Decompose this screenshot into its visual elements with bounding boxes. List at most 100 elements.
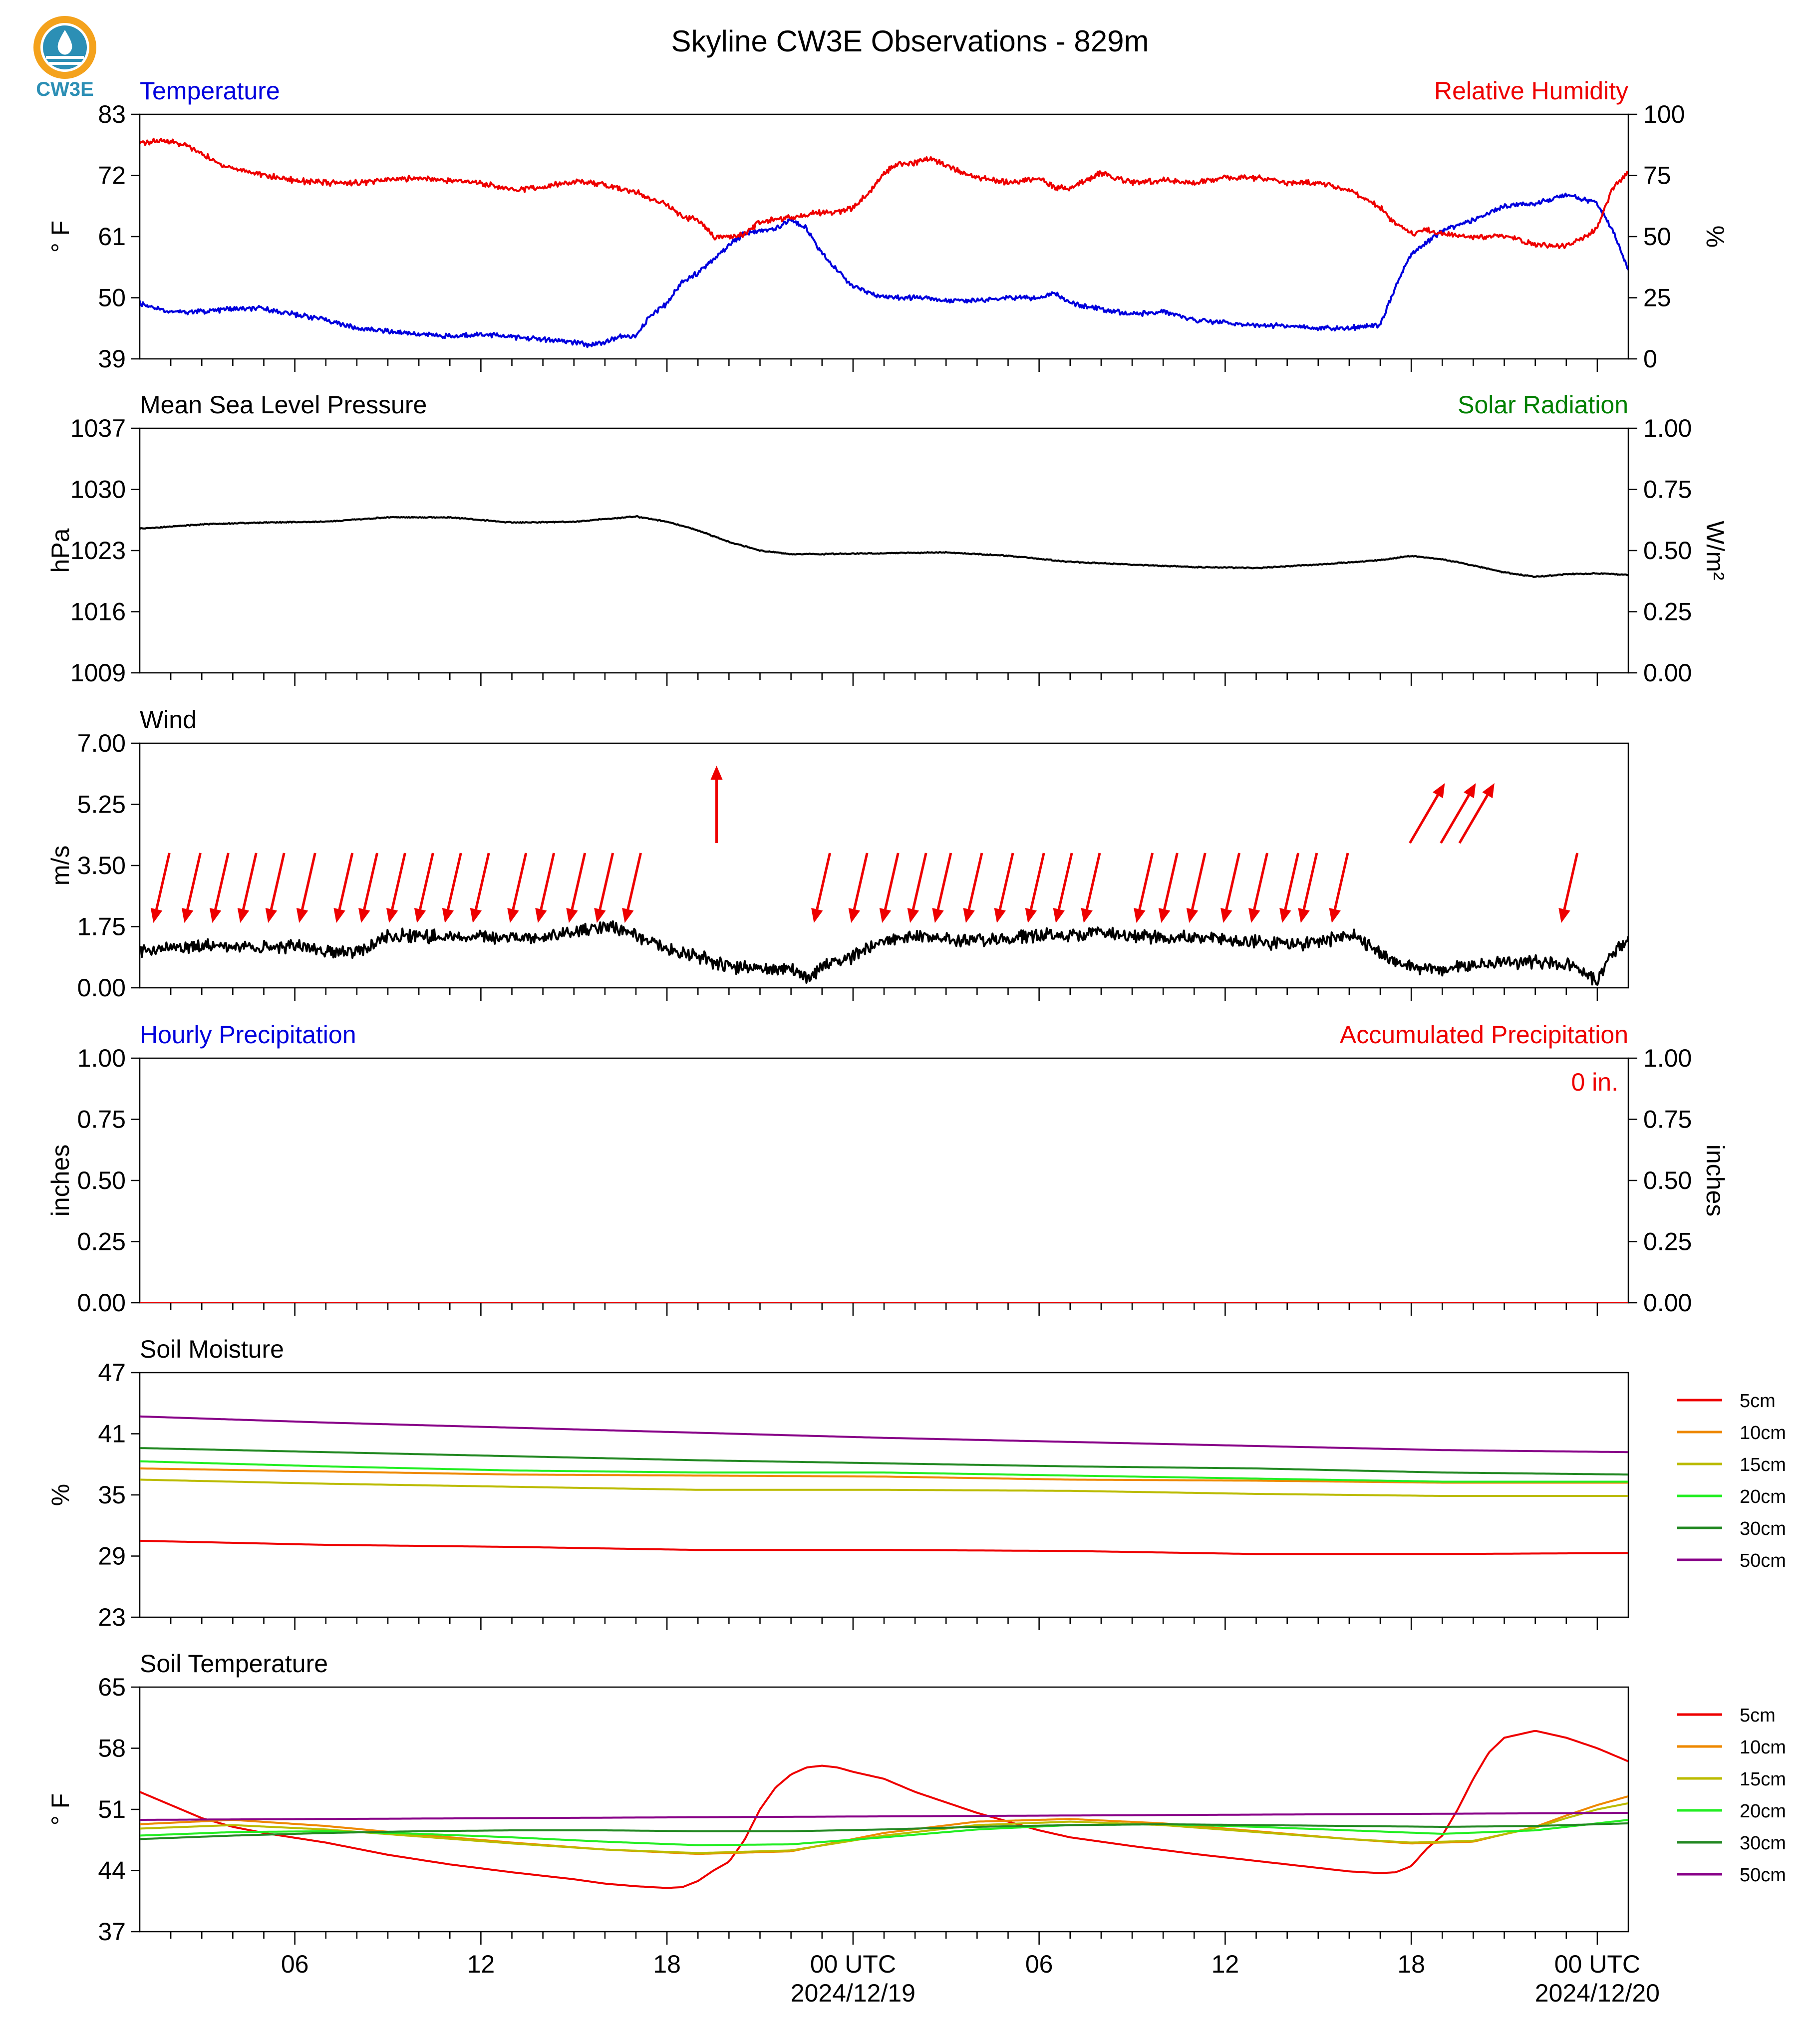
- wind-arrow-head: [1134, 908, 1146, 923]
- panel-title-left: Temperature: [140, 77, 280, 105]
- y-axis-label-left: hPa: [46, 528, 74, 573]
- panel-title-left: Mean Sea Level Pressure: [140, 391, 427, 419]
- wind-arrow-head: [1482, 783, 1495, 799]
- panel-title-right: Relative Humidity: [1434, 77, 1628, 105]
- wind-arrow-shaft: [1440, 794, 1470, 844]
- wind-arrow-shaft: [936, 853, 952, 910]
- y-tick-label-left: 1023: [70, 537, 126, 565]
- wind-arrow-shaft: [363, 853, 378, 910]
- wind-arrow-head: [1464, 783, 1476, 799]
- wind-arrow-shaft: [419, 853, 434, 910]
- wind-arrow-head: [932, 908, 944, 923]
- series-group: [140, 1415, 1628, 1555]
- y-axis-label-left: inches: [46, 1145, 74, 1217]
- panel-precip: Hourly Precipitation Accumulated Precipit…: [46, 1021, 1729, 1317]
- y-axis-label-right: W/m²: [1701, 521, 1729, 580]
- y-tick-label-left: 39: [98, 345, 126, 373]
- wind-arrow-shaft: [1191, 853, 1207, 910]
- wind-arrow-head: [594, 908, 606, 923]
- y-tick-label-left: 0.50: [77, 1166, 126, 1194]
- y-tick-label-left: 1016: [70, 598, 126, 626]
- x-date-label: 2024/12/19: [791, 1979, 915, 2007]
- wind-arrow-head: [1298, 908, 1310, 923]
- series-line-30cm: [140, 1447, 1628, 1476]
- y-tick-label-right: 1.00: [1643, 414, 1692, 442]
- y-tick-label-left: 0.25: [77, 1228, 126, 1256]
- series-group: [140, 920, 1628, 986]
- wind-arrow-shaft: [1163, 853, 1179, 910]
- y-tick-label-left: 1037: [70, 414, 126, 442]
- wind-arrow-shaft: [998, 853, 1014, 910]
- y-tick-label-right: 0.25: [1643, 1228, 1692, 1256]
- wind-arrow-shaft: [853, 853, 869, 910]
- wind-arrow-shaft: [599, 853, 614, 910]
- panel-wind: Wind 0.00 1.75 3.50 5.25 7.00 m/s: [46, 706, 1629, 1002]
- wind-arrow-shaft: [155, 853, 171, 910]
- y-tick-label-left: 51: [98, 1795, 126, 1823]
- wind-arrow-shaft: [512, 853, 528, 910]
- panel-title-left: Soil Moisture: [140, 1335, 284, 1363]
- wind-arrow-head: [1329, 908, 1341, 923]
- wind-arrow-shaft: [1284, 853, 1300, 910]
- wind-arrow-head: [1279, 908, 1291, 923]
- wind-arrow-head: [1432, 783, 1445, 799]
- y-tick-label-left: 1030: [70, 476, 126, 504]
- y-tick-label-left: 65: [98, 1673, 126, 1701]
- series-line-10cm: [140, 1467, 1628, 1484]
- panel-temp_rh: Temperature Relative Humidity 39 50 61 72 83 ° …: [46, 77, 1729, 373]
- y-tick-label-right: 0.50: [1643, 537, 1692, 565]
- wind-arrow-head: [265, 908, 278, 923]
- figure-title: Skyline CW3E Observations - 829m: [671, 24, 1149, 58]
- y-tick-label-right: 0.75: [1643, 1106, 1692, 1134]
- legend-label: 10cm: [1740, 1737, 1786, 1758]
- series-line-20cm: [140, 1819, 1628, 1846]
- wind-arrow-head: [507, 908, 519, 923]
- series-line-30cm: [140, 1822, 1628, 1840]
- wind-arrow-head: [209, 908, 222, 923]
- cw3e-logo: CW3E: [33, 16, 96, 100]
- y-tick-label-left: 41: [98, 1420, 126, 1448]
- wind-arrow-head: [181, 908, 194, 923]
- panel-title-left: Wind: [140, 706, 197, 734]
- wind-arrow-shaft: [571, 853, 587, 910]
- y-tick-label-left: 35: [98, 1481, 126, 1509]
- wind-arrow-head: [1248, 908, 1260, 923]
- wind-arrow-shaft: [884, 853, 900, 910]
- wind-arrow-shaft: [242, 853, 258, 910]
- y-axis-label-left: m/s: [46, 846, 74, 886]
- wind-arrow-shaft: [540, 853, 556, 910]
- wind-arrow-head: [1025, 908, 1037, 923]
- y-tick-label-right: 0: [1643, 345, 1657, 373]
- x-tick-label: 12: [1212, 1950, 1239, 1978]
- legend-label: 20cm: [1740, 1486, 1786, 1507]
- y-tick-label-left: 72: [98, 162, 126, 190]
- y-tick-label-left: 29: [98, 1542, 126, 1570]
- precip-total-label: 0 in.: [1571, 1068, 1618, 1096]
- wind-arrow-head: [470, 908, 482, 923]
- y-tick-label-right: 50: [1643, 223, 1671, 251]
- wind-arrow-head: [1081, 908, 1093, 923]
- wind-arrow-shaft: [1253, 853, 1268, 910]
- series-line-15cm: [140, 1478, 1628, 1497]
- wind-arrow-head: [1186, 908, 1199, 923]
- wind-arrow-head: [1053, 908, 1065, 923]
- legend-label: 5cm: [1740, 1391, 1776, 1412]
- panel-title-right: Accumulated Precipitation: [1340, 1021, 1628, 1049]
- wind-arrow-shaft: [1458, 794, 1489, 844]
- wind-arrow-head: [622, 908, 634, 923]
- wind-arrow-head: [811, 908, 823, 923]
- y-tick-label-right: 75: [1643, 162, 1671, 190]
- wind-arrow-head: [907, 908, 919, 923]
- wind-arrow-shaft: [1085, 853, 1101, 910]
- wind-arrow-head: [442, 908, 454, 923]
- wind-arrow-shaft: [1409, 794, 1439, 844]
- wind-arrow-head: [358, 908, 370, 923]
- y-axis-label-left: %: [46, 1484, 74, 1506]
- wind-arrow-head: [333, 908, 345, 923]
- y-tick-label-right: 1.00: [1643, 1044, 1692, 1072]
- wind-arrow-shaft: [338, 853, 354, 910]
- wind-arrow-head: [1158, 908, 1171, 923]
- legend-label: 50cm: [1740, 1865, 1786, 1886]
